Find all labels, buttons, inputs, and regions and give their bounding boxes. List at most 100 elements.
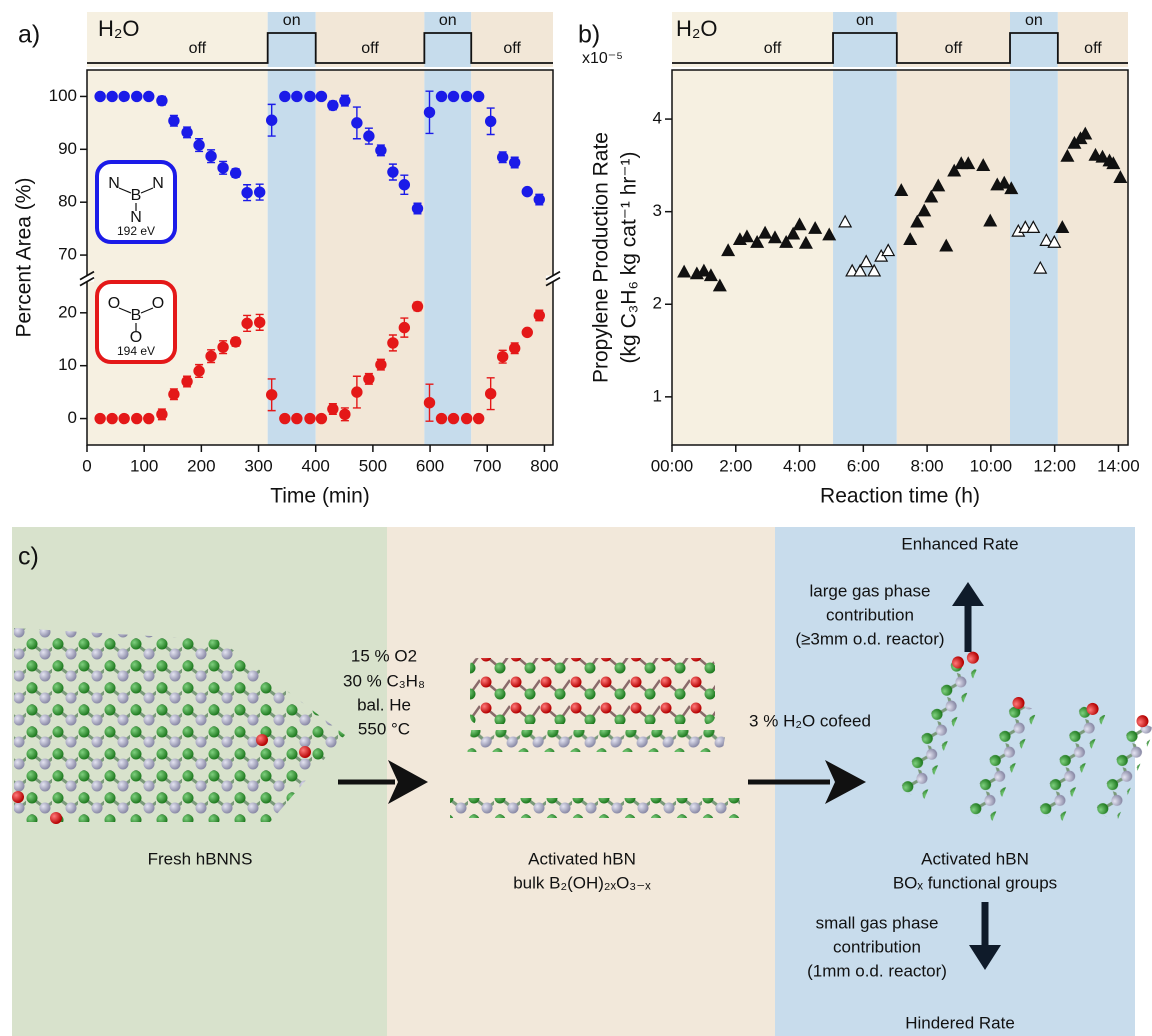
point — [95, 413, 105, 423]
state-label: on — [283, 12, 301, 29]
plot-region — [471, 70, 553, 445]
plot-region — [268, 70, 316, 445]
state-label: on — [439, 12, 457, 29]
point — [266, 115, 276, 125]
y-tick-label: 100 — [49, 86, 77, 105]
point — [534, 194, 544, 204]
h2o-label: H₂O — [676, 16, 718, 41]
hbn-layer — [467, 730, 726, 752]
point — [461, 413, 471, 423]
y-tick-label: 3 — [653, 201, 662, 220]
point — [280, 91, 290, 101]
y-tick-label: 1 — [653, 386, 662, 405]
y-tick-label: 90 — [58, 139, 77, 158]
point — [242, 318, 252, 328]
x-tick-label: 600 — [416, 456, 444, 475]
outcome: Hindered Rate — [905, 1013, 1015, 1032]
x-tick-label: 800 — [530, 456, 558, 475]
plot-region — [672, 70, 833, 445]
plot-region — [316, 70, 425, 445]
point — [194, 140, 204, 150]
point — [364, 131, 374, 141]
point — [242, 187, 252, 197]
panel-label: b) — [578, 21, 600, 49]
point — [399, 180, 409, 190]
point — [144, 413, 154, 423]
figure: offonoffonoffH₂Oa)0100200300400500600700… — [0, 0, 1152, 1036]
point — [292, 91, 302, 101]
y-axis-label: (kg C₃H₆ kg cat⁻¹ hr⁻¹) — [618, 152, 641, 364]
panel-label: a) — [18, 21, 40, 49]
x-tick-label: 6:00 — [847, 456, 880, 475]
note: (1mm o.d. reactor) — [807, 961, 947, 980]
point — [497, 152, 507, 162]
point — [254, 317, 264, 327]
y-tick-label: 0 — [68, 408, 77, 427]
point — [473, 413, 483, 423]
state-label: on — [1025, 12, 1043, 29]
point — [119, 413, 129, 423]
point — [292, 413, 302, 423]
inset-label: 194 eV — [117, 344, 155, 358]
y-tick-label: 10 — [58, 355, 77, 374]
x-tick-label: 8:00 — [911, 456, 944, 475]
point — [485, 116, 495, 126]
atom-label: O — [108, 295, 120, 312]
atom-label: N — [108, 175, 120, 192]
point — [230, 337, 240, 347]
note: small gas phase — [816, 913, 939, 932]
y-tick-label: 4 — [653, 109, 662, 128]
point — [254, 187, 264, 197]
y-tick-label: 2 — [653, 294, 662, 313]
hbn-layer — [450, 798, 740, 818]
point — [412, 301, 422, 311]
state-label: off — [764, 40, 782, 57]
y-tick-label: 70 — [58, 245, 77, 264]
point — [305, 91, 315, 101]
point — [473, 91, 483, 101]
atom — [12, 791, 24, 803]
caption: BOₓ functional groups — [893, 873, 1057, 892]
point — [144, 91, 154, 101]
y-tick-label: 20 — [58, 302, 77, 321]
point — [280, 413, 290, 423]
point — [157, 95, 167, 105]
point — [522, 327, 532, 337]
state-label: off — [503, 40, 521, 57]
point — [399, 322, 409, 332]
x-axis-label: Time (min) — [270, 485, 370, 508]
point — [497, 351, 507, 361]
point — [132, 91, 142, 101]
point — [328, 100, 338, 110]
point — [522, 186, 532, 196]
point — [424, 397, 434, 407]
atom-label: B — [131, 187, 142, 204]
y-axis-label: Percent Area (%) — [13, 178, 36, 338]
caption: bulk B₂(OH)₂ₓO₃₋ₓ — [513, 873, 651, 892]
note: contribution — [826, 605, 914, 624]
point — [376, 359, 386, 369]
note: (≥3mm o.d. reactor) — [795, 629, 944, 648]
point — [436, 413, 446, 423]
atom — [299, 746, 311, 758]
inset-label: 192 eV — [117, 224, 155, 238]
charts: offonoffonoffH₂Oa)0100200300400500600700… — [13, 12, 1140, 508]
plot-region — [1058, 70, 1128, 445]
bg-activated — [387, 527, 775, 1036]
point — [352, 118, 362, 128]
condition: 550 °C — [358, 719, 410, 738]
point — [388, 338, 398, 348]
point — [182, 127, 192, 137]
point — [206, 151, 216, 161]
y-axis-label: Propylene Production Rate — [590, 132, 613, 383]
x-tick-label: 4:00 — [783, 456, 816, 475]
point — [218, 342, 228, 352]
panel-label: c) — [18, 543, 39, 571]
point — [340, 409, 350, 419]
caption: Activated hBN — [528, 849, 636, 868]
point — [376, 145, 386, 155]
point — [534, 310, 544, 320]
note: large gas phase — [810, 581, 931, 600]
x-tick-label: 2:00 — [719, 456, 752, 475]
condition: 30 % C₃H₈ — [343, 671, 425, 690]
